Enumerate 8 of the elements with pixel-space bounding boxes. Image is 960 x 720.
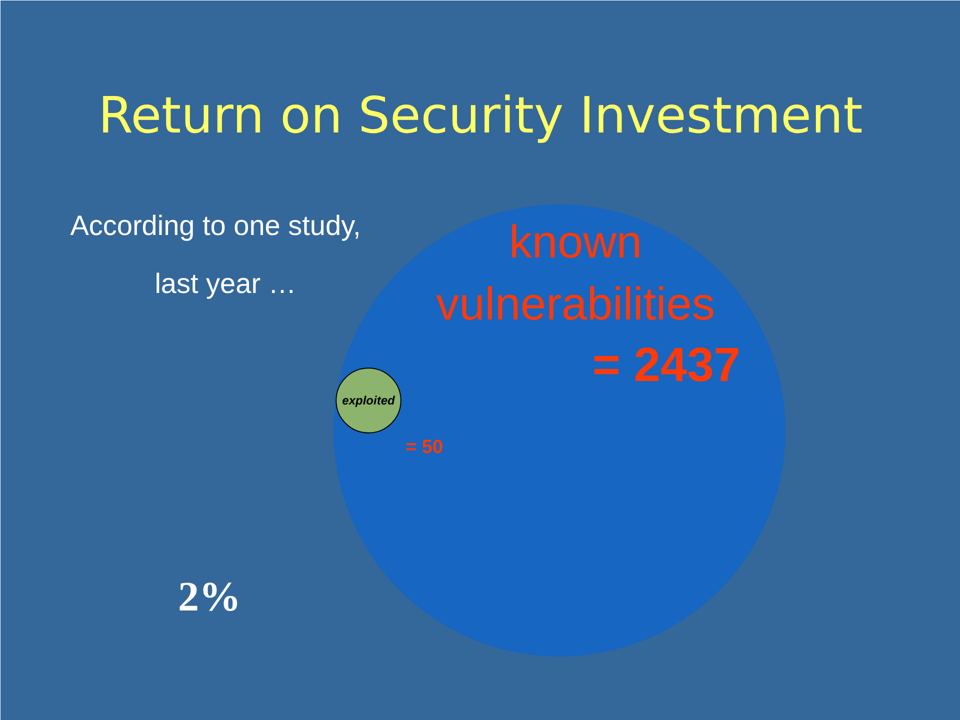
data-label: = 2437 bbox=[592, 339, 741, 392]
data-label: = 50 bbox=[406, 437, 444, 458]
category-label: known vulnerabilities bbox=[436, 215, 715, 330]
text: Return on Security Investment bbox=[98, 86, 863, 144]
category-label: exploited bbox=[342, 394, 396, 408]
text: 2% bbox=[178, 574, 241, 620]
text: last year … bbox=[154, 268, 296, 299]
text: According to one study, bbox=[70, 210, 361, 241]
